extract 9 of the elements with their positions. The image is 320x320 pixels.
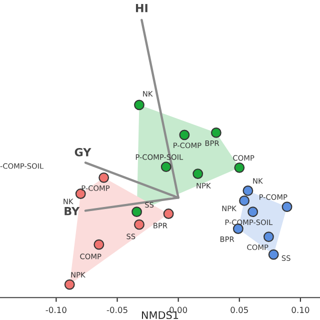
annotation: HI: [136, 4, 148, 12]
x-tick-label: -0.10: [46, 306, 66, 314]
x-tick-label: 0.10: [292, 306, 310, 314]
x-tick-label: -0.05: [106, 306, 128, 314]
x-tick-label: 0.00: [170, 306, 188, 314]
annotation: GY: [74, 148, 92, 156]
x-tick-label: 0.05: [230, 306, 248, 314]
x-axis-title: NMDS1: [142, 311, 178, 320]
annotation: BY: [64, 207, 80, 216]
